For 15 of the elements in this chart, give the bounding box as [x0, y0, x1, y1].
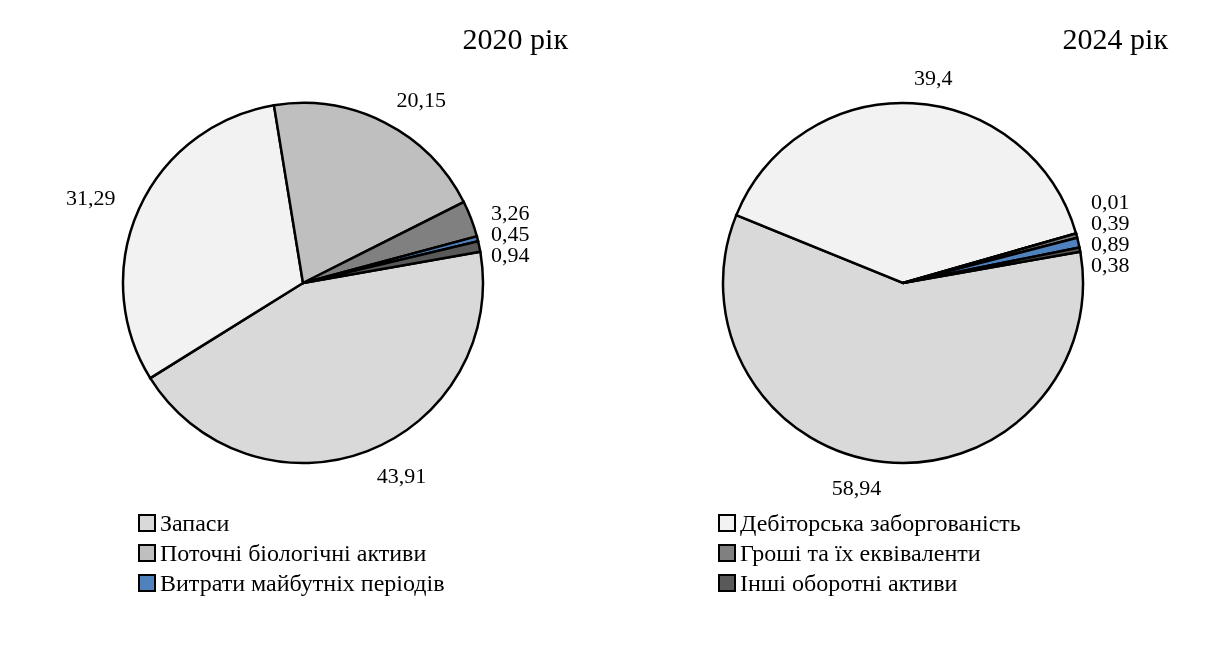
legend-label: Інші оборотні активи	[740, 569, 958, 598]
legend-label: Запаси	[160, 509, 230, 538]
legend-label: Витрати майбутніх періодів	[160, 569, 445, 598]
data-label: 0,01	[1091, 189, 1130, 214]
data-label: 3,26	[491, 199, 530, 225]
slice-label: 2020 рік	[462, 21, 569, 55]
data-label: 39,4	[914, 64, 953, 90]
data-label: 31,29	[65, 185, 116, 211]
legend-label: Дебіторська заборгованість	[740, 509, 1021, 538]
legend-label: Гроші та їх еквіваленти	[740, 539, 981, 568]
data-label: 58,94	[831, 475, 882, 501]
data-label: 20,15	[396, 86, 446, 112]
data-label: 43,91	[376, 462, 427, 488]
slice-label: 2024 рік	[1062, 21, 1169, 55]
legend-label: Поточні біологічні активи	[160, 539, 427, 568]
